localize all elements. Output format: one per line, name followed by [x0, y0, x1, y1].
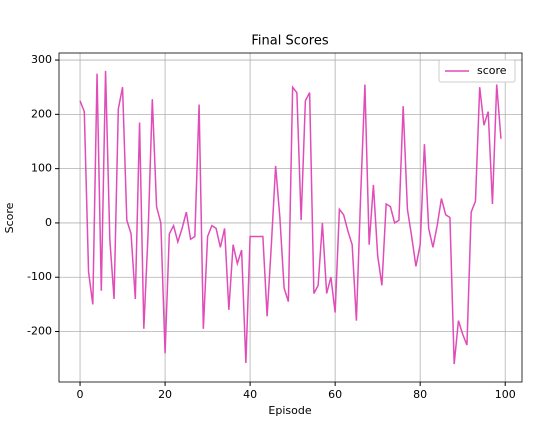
- y-tick-label: -200: [27, 325, 52, 338]
- y-tick-label: 200: [31, 107, 52, 120]
- y-axis-label: Score: [3, 202, 16, 233]
- plot-frame: [58, 52, 523, 383]
- y-tick-label: 0: [45, 216, 52, 229]
- y-tick-label: 300: [31, 53, 52, 66]
- x-tick-label: 20: [158, 388, 172, 401]
- x-axis-label: Episode: [268, 404, 311, 417]
- x-tick-label: 60: [328, 388, 342, 401]
- x-tick-label: 0: [77, 388, 84, 401]
- chart-title: Final Scores: [251, 34, 329, 49]
- legend-box: [438, 59, 516, 83]
- x-tick-label: 80: [413, 388, 427, 401]
- y-tick-label: -100: [27, 270, 52, 283]
- y-tick-label: 100: [31, 162, 52, 175]
- x-tick-label: 40: [243, 388, 257, 401]
- x-tick-label: 100: [495, 388, 516, 401]
- line-series: [79, 70, 502, 365]
- legend-label: score: [477, 64, 507, 77]
